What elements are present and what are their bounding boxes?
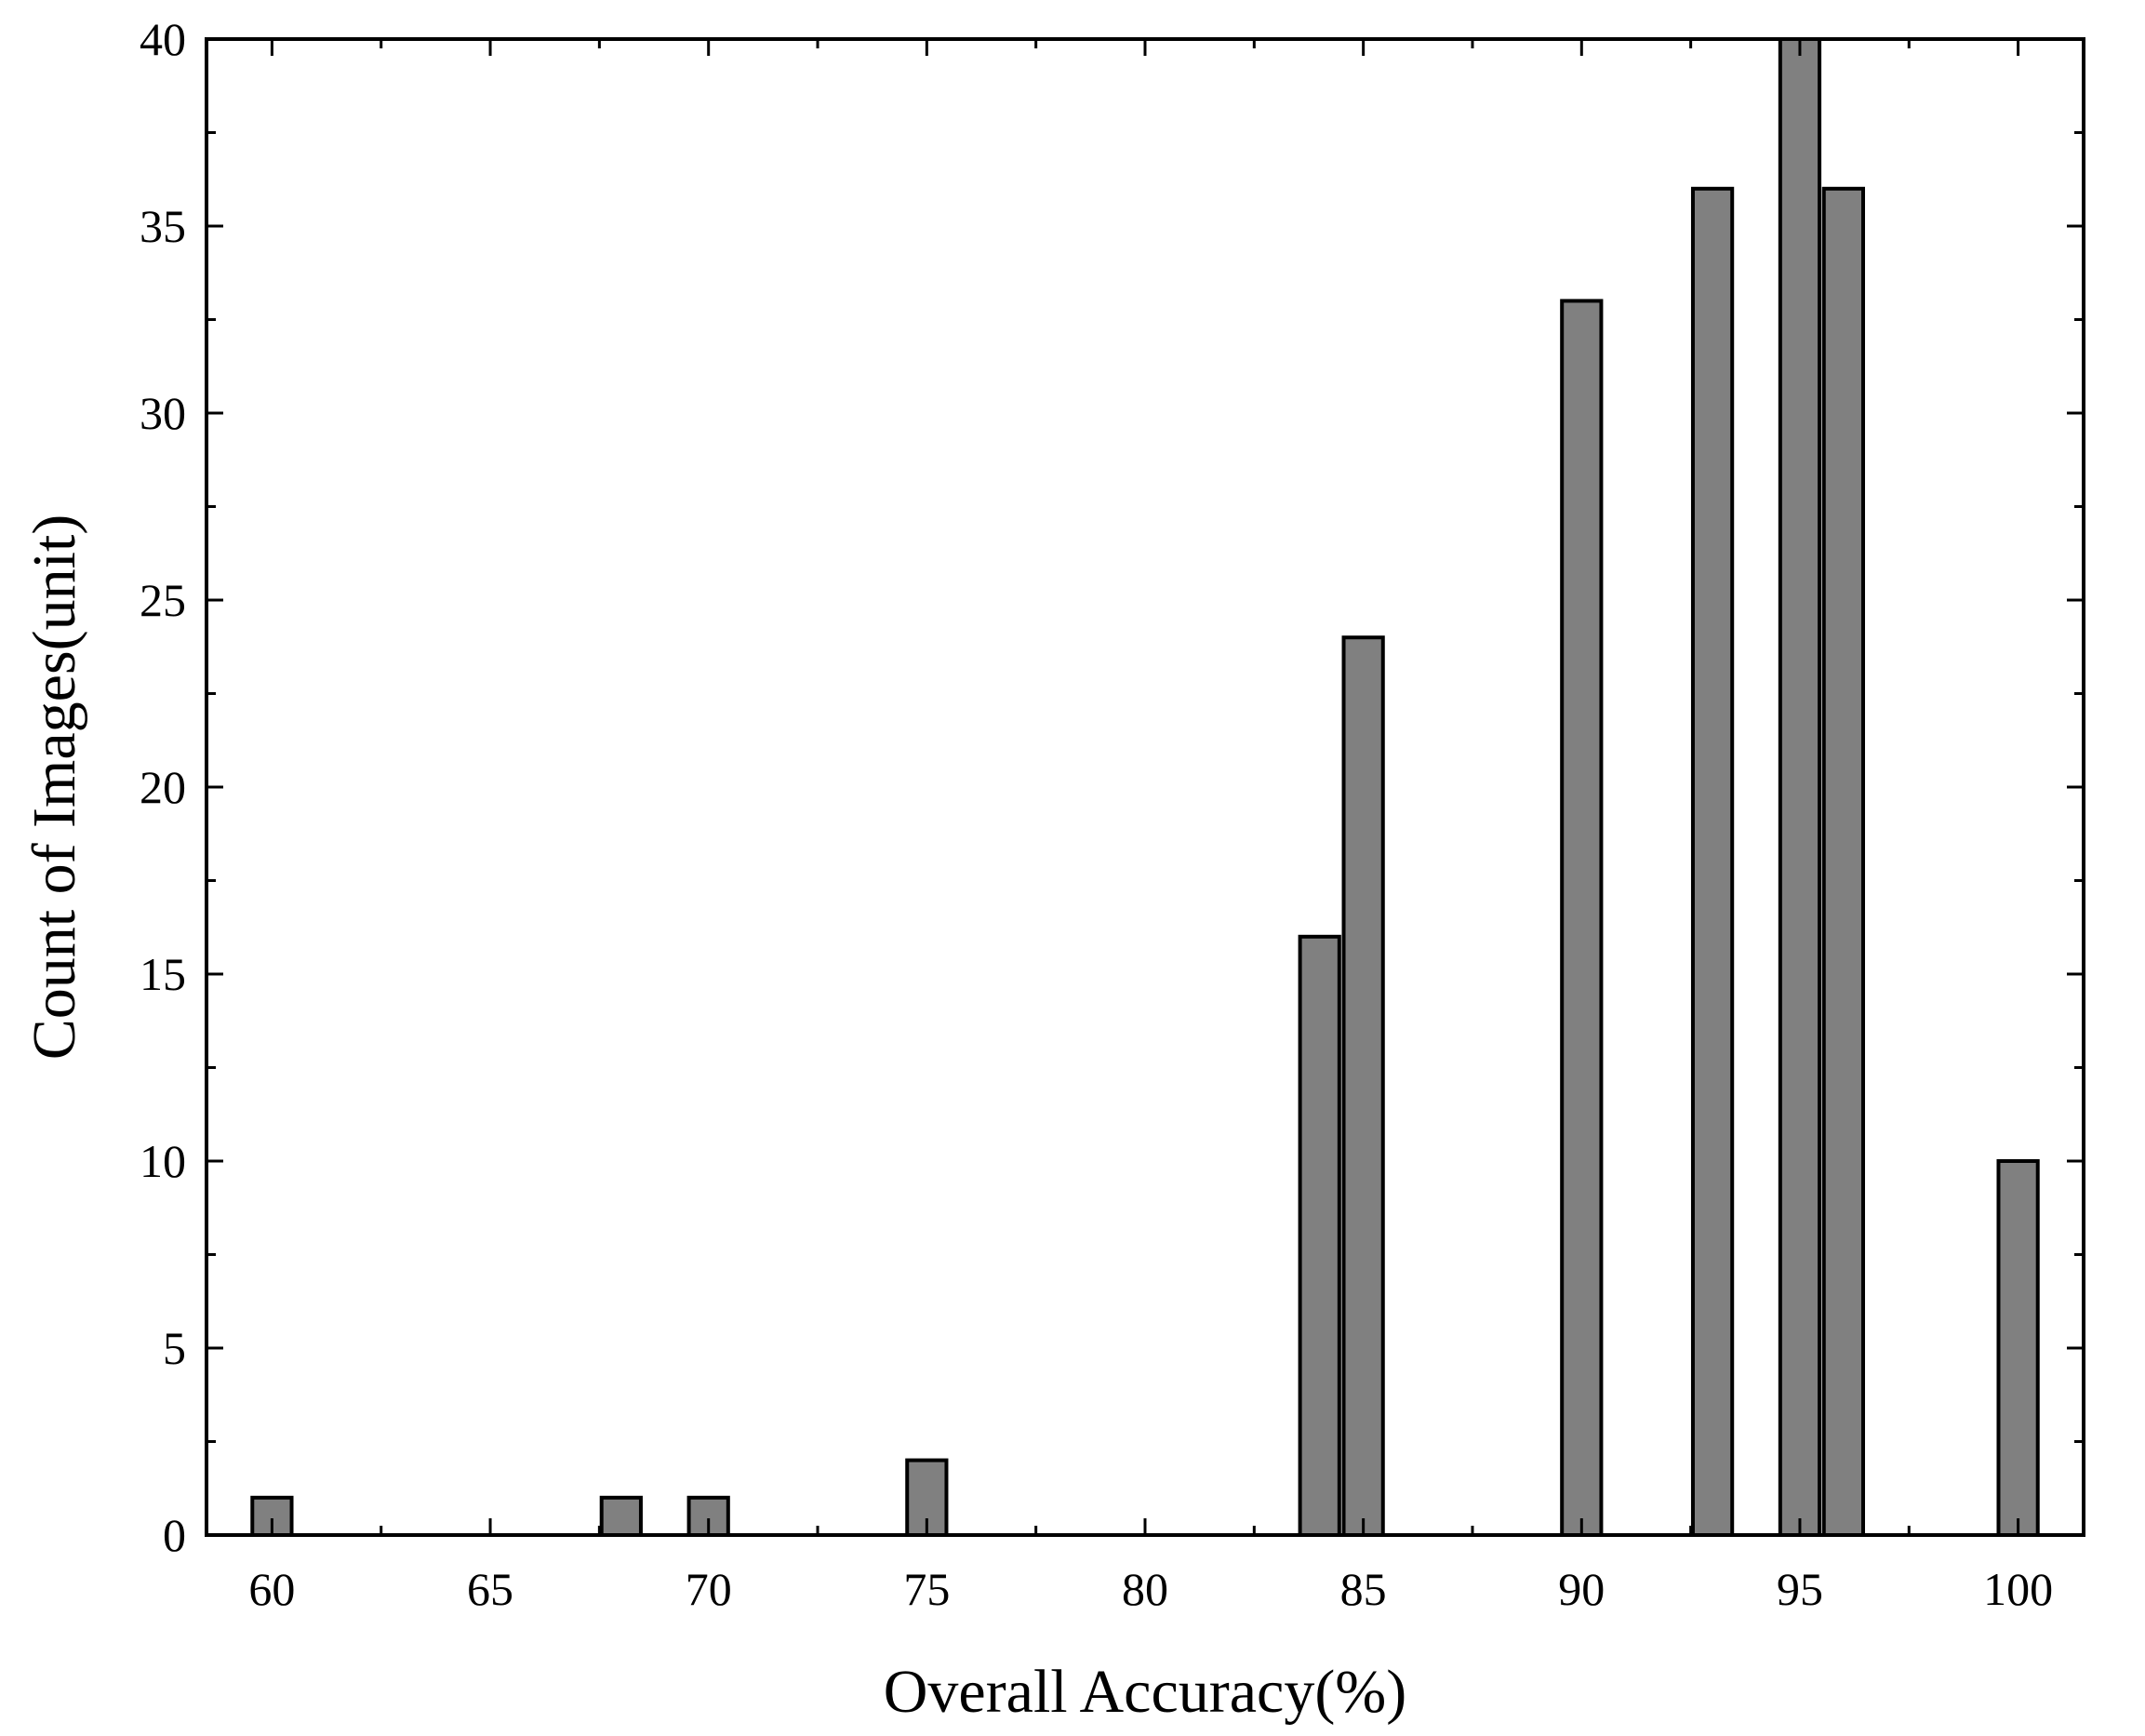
x-tick-label-95: 95: [1777, 1563, 1823, 1615]
bars-group: [250, 37, 2040, 1538]
y-tick-label-20: 20: [140, 761, 186, 813]
bar-84-4: [1298, 934, 1341, 1537]
bar-100-10: [1996, 1159, 2040, 1537]
x-tick-label-65: 65: [467, 1563, 513, 1615]
x-tick-label-85: 85: [1340, 1563, 1387, 1615]
x-tick-label-60: 60: [248, 1563, 295, 1615]
y-axis-title: Count of Images(unit): [20, 514, 88, 1061]
bar-96-9: [1821, 186, 1866, 1537]
x-tick-label-90: 90: [1558, 1563, 1605, 1615]
y-tick-label-35: 35: [140, 200, 186, 252]
x-tick-label-100: 100: [1983, 1563, 2053, 1615]
y-tick-label-40: 40: [140, 13, 186, 65]
bar-95-8: [1778, 37, 1822, 1537]
bar-90-6: [1560, 299, 1604, 1537]
y-tick-label-30: 30: [140, 387, 186, 439]
y-tick-label-5: 5: [163, 1322, 186, 1374]
x-tick-label-80: 80: [1122, 1563, 1168, 1615]
y-tick-label-15: 15: [140, 948, 186, 1000]
tick-labels-group: 60 65 70 75 80 85 90 95 100 0 5 10 15 20 25 30 35 40: [140, 13, 2053, 1615]
bar-93-7: [1690, 186, 1735, 1537]
y-tick-label-25: 25: [140, 574, 186, 626]
ticks-group: [207, 37, 2084, 1537]
x-axis-title: Overall Accuracy(%): [884, 1658, 1407, 1726]
x-tick-label-70: 70: [686, 1563, 732, 1615]
bar-85-5: [1341, 635, 1385, 1537]
bar-68-1: [599, 1495, 643, 1538]
y-tick-label-0: 0: [163, 1509, 186, 1561]
y-tick-label-10: 10: [140, 1135, 186, 1187]
x-tick-label-75: 75: [903, 1563, 950, 1615]
plot-frame: [205, 37, 2085, 1537]
